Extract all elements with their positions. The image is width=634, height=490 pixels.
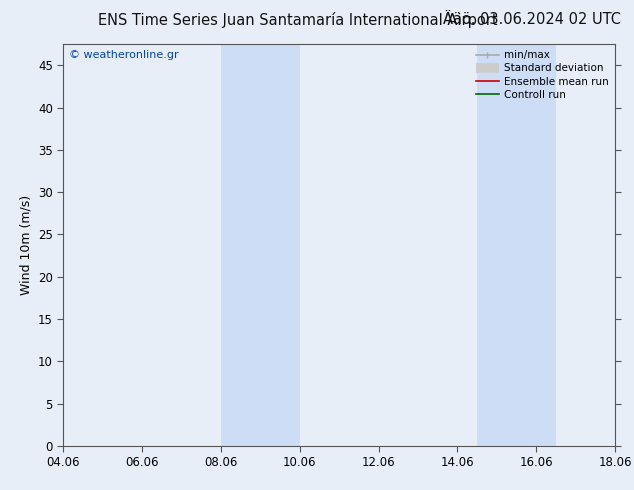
Y-axis label: Wind 10m (m/s): Wind 10m (m/s) <box>20 195 32 295</box>
Bar <box>477 44 556 446</box>
Legend: min/max, Standard deviation, Ensemble mean run, Controll run: min/max, Standard deviation, Ensemble me… <box>472 46 613 104</box>
Text: © weatheronline.gr: © weatheronline.gr <box>69 50 179 60</box>
Text: ENS Time Series Juan Santamaría International Airport: ENS Time Series Juan Santamaría Internat… <box>98 12 498 28</box>
Text: Ääö. 03.06.2024 02 UTC: Ääö. 03.06.2024 02 UTC <box>443 12 621 27</box>
Bar <box>221 44 300 446</box>
